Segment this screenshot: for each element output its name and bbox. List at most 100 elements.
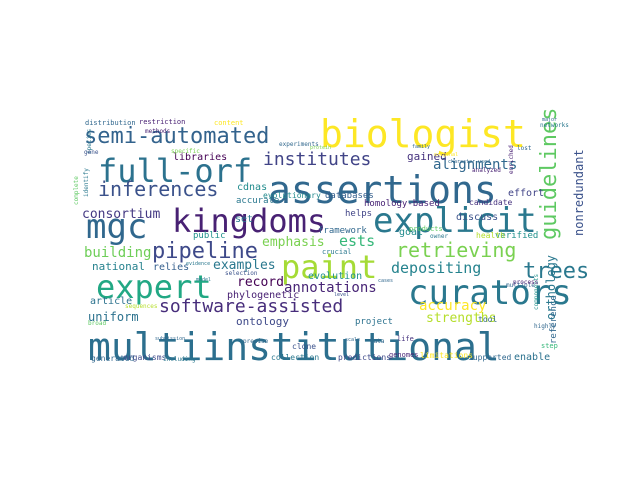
word-cdnas: cdnas	[237, 182, 267, 193]
word-emphasis: emphasis	[262, 235, 325, 250]
word-evolution: evolution	[308, 271, 362, 282]
word-biologist: biologist	[320, 112, 526, 156]
word-databases: databases	[325, 191, 374, 201]
word-set: set	[235, 214, 253, 225]
word-retrieving: retrieving	[396, 238, 516, 262]
word-depositing: depositing	[391, 259, 481, 277]
word-methods: methods	[145, 128, 171, 135]
word-major: major	[542, 117, 557, 123]
word-character-used: character-used	[448, 159, 490, 165]
word-level: level	[334, 292, 349, 298]
word-homology-based: homology-based	[364, 199, 440, 209]
word-crucial: crucial	[322, 248, 352, 256]
word-libraries: libraries	[173, 152, 227, 163]
word-public: public	[193, 231, 226, 241]
word-effort: effort	[508, 188, 544, 199]
word-accuracy: accuracy	[419, 298, 486, 314]
word-analyzed: analyzed	[472, 167, 501, 174]
word-gained: gained	[407, 150, 447, 163]
word-identify: identify	[83, 168, 90, 197]
word-networks: networks	[540, 122, 569, 129]
word-evolutionary: evolutionary	[263, 191, 321, 200]
word-uniform: uniform	[88, 310, 139, 324]
word-annotations: annotations	[284, 280, 377, 296]
word-ontology: ontology	[236, 315, 289, 328]
word-scale: scale	[345, 337, 360, 343]
word-building: building	[84, 245, 151, 261]
word-submission: submission	[155, 336, 185, 342]
word-helps: helps	[345, 209, 372, 219]
word-owner: owner	[430, 233, 448, 240]
word-components: components	[533, 273, 540, 310]
word-evidence: evidence	[186, 261, 210, 267]
word-species: species	[86, 128, 93, 154]
word-data: data	[370, 338, 385, 345]
word-organisms: organisms	[123, 353, 167, 362]
word-record: record	[237, 275, 284, 290]
word-including: including	[163, 356, 196, 363]
word-article: article	[90, 296, 132, 307]
word-framework: framework	[318, 226, 367, 236]
word-original: original	[434, 152, 458, 158]
word-national: national	[92, 260, 145, 273]
word-health: health	[476, 231, 505, 240]
word-accurate: accurate	[236, 196, 279, 206]
word-content: content	[214, 119, 244, 127]
word-full-orf: full-orf	[98, 152, 252, 190]
word-software-assisted: software-assisted	[159, 296, 343, 317]
word-distribution: distribution	[85, 119, 136, 127]
word-explicit: explicit	[373, 201, 537, 241]
word-step: step	[541, 342, 558, 350]
word-experiments: experiments	[279, 141, 319, 148]
word-mgc: mgc	[86, 207, 147, 247]
word-highly: highly	[534, 323, 556, 330]
word-expert: expert	[96, 268, 212, 306]
word-life: life	[397, 335, 414, 343]
word-nonredundant: nonredundant	[572, 149, 586, 236]
word-curators: curators	[408, 273, 572, 313]
word-process: process	[513, 279, 539, 286]
word-project: project	[355, 317, 393, 327]
word-phylogenetic: phylogenetic	[227, 290, 299, 301]
word-specific: specific	[171, 148, 200, 155]
word-generated: generated	[91, 354, 135, 363]
word-genomes: genomes	[389, 351, 419, 359]
word-restriction: restriction	[139, 118, 185, 126]
word-ests: ests	[339, 232, 375, 250]
word-collection: collection	[271, 353, 319, 362]
word-multiple: multiple	[506, 282, 535, 289]
word-cloud-words: multiinstitutional assertions biologist kin…	[73, 108, 589, 369]
word-alignments: alignments	[433, 157, 517, 173]
word-consortium: consortium	[82, 207, 160, 222]
word-reference: reference	[549, 295, 559, 344]
word-goal: goal	[399, 227, 423, 238]
word-pipeline: pipeline	[152, 239, 258, 264]
word-trees: trees	[523, 259, 589, 284]
word-predictions: predictions	[338, 353, 391, 362]
word-inferences: inferences	[98, 177, 218, 201]
word-enriched: enriched	[508, 145, 515, 174]
word-cases: cases	[378, 278, 393, 284]
word-precise: precise	[243, 338, 269, 345]
word-relies: relies	[153, 262, 189, 273]
word-gene: gene	[84, 149, 99, 156]
word-products: products	[409, 225, 443, 233]
word-sequences: sequences	[125, 303, 158, 310]
word-enable: enable	[514, 352, 550, 363]
word-guidelines: guidelines	[537, 108, 562, 240]
word-kingdoms: kingdoms	[172, 202, 326, 240]
word-tool: tool	[478, 315, 497, 324]
word-assertions: assertions	[268, 168, 497, 212]
word-selection: selection	[225, 270, 258, 277]
word-model: model	[196, 277, 211, 283]
word-multiinstitutional: multiinstitutional	[88, 325, 500, 369]
word-verified: verified	[495, 231, 538, 241]
word-broad: broad	[88, 320, 106, 327]
word-family: family	[412, 144, 430, 150]
word-lost: lost	[517, 145, 532, 152]
word-semi-automated: semi-automated	[84, 124, 269, 149]
word-complete: complete	[73, 176, 80, 205]
word-discuss: discuss	[456, 212, 498, 223]
word-limitations: limitations	[420, 351, 473, 360]
word-supported: supported	[468, 353, 512, 362]
